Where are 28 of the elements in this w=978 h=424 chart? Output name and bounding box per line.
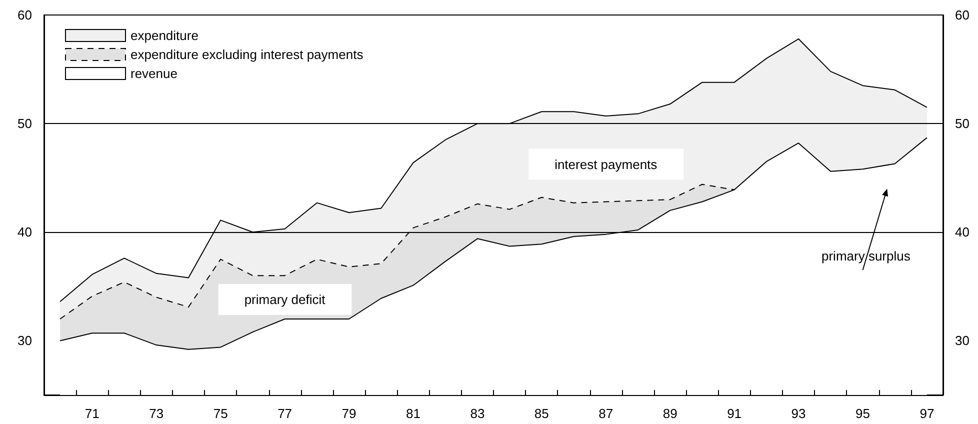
x-tick-label: 71 (84, 406, 100, 421)
annotation: interest payments (554, 156, 658, 172)
y-tick-label: 40 (18, 224, 32, 240)
x-tick-label: 81 (406, 406, 420, 421)
x-tick-label: 79 (342, 406, 356, 421)
y-tick-label: 60 (18, 8, 32, 22)
x-tick-label: 89 (662, 406, 678, 421)
x-tick-label: 77 (278, 406, 292, 421)
x-tick-label: 75 (213, 406, 228, 421)
x-tick-label: 85 (534, 406, 549, 421)
y2-tick-label: 60 (955, 8, 970, 22)
y-tick-label: 50 (18, 116, 32, 132)
y-tick-label: 30 (18, 333, 32, 348)
x-tick-label: 91 (727, 406, 742, 421)
x-tick-label: 73 (149, 406, 164, 421)
y2-tick-label: 50 (955, 116, 970, 132)
legend-label: expenditure excluding interest payments (130, 47, 364, 62)
legend-label: expenditure (130, 28, 198, 43)
y2-tick-label: 40 (955, 224, 970, 240)
legend-label: revenue (130, 66, 178, 81)
x-tick-label: 95 (856, 406, 870, 421)
x-tick-label: 87 (598, 406, 614, 421)
x-tick-label: 83 (470, 406, 485, 421)
x-tick-label: 93 (791, 406, 806, 421)
x-tick-label: 97 (920, 406, 934, 421)
y2-tick-label: 30 (955, 333, 970, 348)
annotation: primary surplus (822, 248, 911, 264)
annotation: primary deficit (244, 292, 326, 307)
